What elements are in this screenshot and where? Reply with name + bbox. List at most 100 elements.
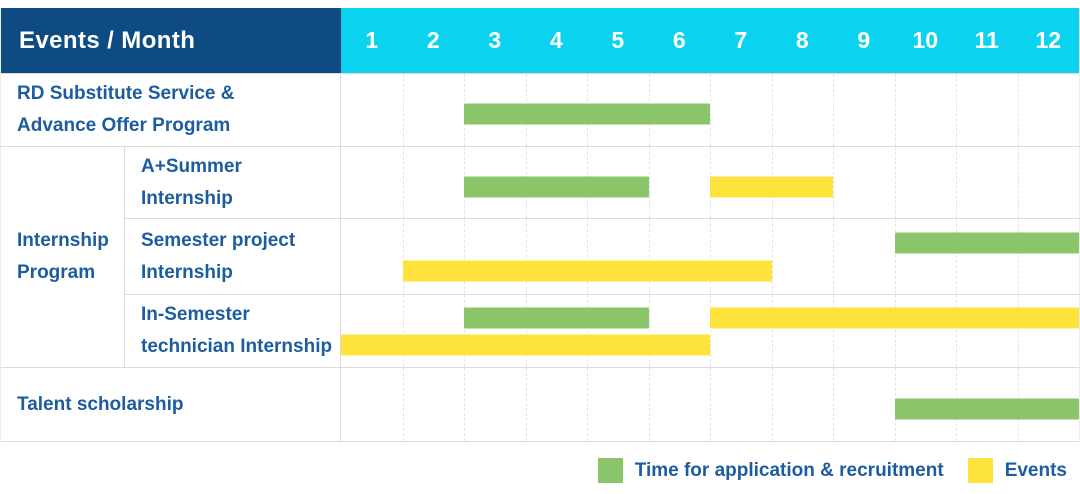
legend: Time for application & recruitment Event… [597,458,1067,483]
month-cell [525,295,588,367]
row-label-line: A+Summer [141,155,242,177]
month-cell [1017,147,1080,218]
events-swatch-icon [967,458,993,483]
gantt-table: Events / Month 1 2 3 4 5 6 7 8 9 10 11 1… [0,8,1080,442]
month-cell [771,295,834,367]
timeline-in-semester [341,294,1079,367]
month-tick: 4 [549,27,563,53]
month-cell [833,147,895,218]
month-cell [341,295,403,367]
month-cell [648,147,711,218]
month-cell [525,368,588,441]
application-bar [464,103,710,125]
month-cell [833,74,895,146]
month-tick: 9 [857,27,871,53]
month-cell [464,295,526,367]
application-swatch-icon [597,458,623,483]
month-cell [1017,219,1080,294]
month-tick: 7 [734,27,748,53]
month-cell [956,295,1018,367]
month-cell [894,147,957,218]
month-cell [1017,295,1080,367]
month-cell [402,74,465,146]
row-label-a-plus-summer: A+Summer Internship [125,146,341,218]
application-bar [894,398,1079,420]
group-label-line: Program [17,262,96,283]
row-label-line: Talent scholarship [17,393,184,415]
timeline-a-plus-summer [341,146,1079,218]
month-tick: 11 [974,27,999,53]
row-label-line: In-Semester [141,304,250,325]
group-label-line: Internship [17,230,109,251]
month-tick: 8 [795,27,809,53]
month-cell [1017,74,1080,146]
row-label-line: RD Substitute Service & [17,83,235,104]
month-cell [341,368,403,441]
month-cell [771,368,834,441]
month-tick: 10 [912,27,939,53]
application-bar [894,232,1079,254]
row-label-line: technician Internship [141,336,333,357]
group-label-text: Internship Program [17,225,109,289]
month-tick: 5 [611,27,625,53]
month-cell [648,295,711,367]
row-label-line: Internship [141,261,233,283]
month-header-row: 1 2 3 4 5 6 7 8 9 10 11 12 [341,8,1079,73]
month-cell [402,147,465,218]
legend-events-label: Events [1004,459,1067,481]
month-cell [648,368,711,441]
month-cell [833,219,895,294]
timeline-semester-project [341,218,1079,294]
legend-item-application: Time for application & recruitment [597,458,944,483]
month-cell [956,219,1018,294]
row-label-in-semester: In-Semester technician Internship [125,294,341,367]
month-cell [956,74,1018,146]
month-cell [894,295,957,367]
row-label-talent-scholarship: Talent scholarship [1,367,341,441]
header-events-month-label: Events / Month [19,26,196,54]
month-cell [894,74,957,146]
month-cell [341,147,403,218]
row-label-line: Internship [141,187,233,209]
month-cell [464,368,526,441]
row-label-line: Semester project [141,229,296,251]
month-cell [710,219,772,294]
month-cell [341,74,403,146]
month-cell [710,74,772,146]
month-tick: 1 [365,27,379,53]
legend-item-events: Events [967,458,1067,483]
month-cell [833,295,895,367]
row-label-line: Advance Offer Program [17,115,231,136]
month-cell [402,219,465,294]
events-bar [710,307,1079,329]
month-tick: 6 [672,27,686,53]
month-cell [771,74,834,146]
timeline-rd-substitute [341,73,1079,146]
month-tick: 3 [488,27,502,53]
month-cell [771,219,834,294]
month-cell [894,219,957,294]
month-cell [464,219,526,294]
month-tick: 2 [426,27,440,53]
month-cell [402,295,465,367]
month-cell [587,295,649,367]
application-bar [464,307,649,329]
month-cell [587,368,649,441]
header-events-month-cell: Events / Month [1,8,341,73]
month-cell [833,368,895,441]
month-cell [587,219,649,294]
application-bar [464,176,649,198]
events-bar [341,334,710,356]
month-cell [956,147,1018,218]
month-cell [402,368,465,441]
month-cell [525,219,588,294]
month-cell [710,368,772,441]
row-label-semester-project: Semester project Internship [125,218,341,294]
row-label-rd-substitute: RD Substitute Service & Advance Offer Pr… [1,73,341,146]
month-cell [710,295,772,367]
events-bar [402,260,772,282]
month-cell [341,219,403,294]
timeline-talent-scholarship [341,367,1079,441]
legend-application-label: Time for application & recruitment [634,459,944,481]
month-cell [648,219,711,294]
